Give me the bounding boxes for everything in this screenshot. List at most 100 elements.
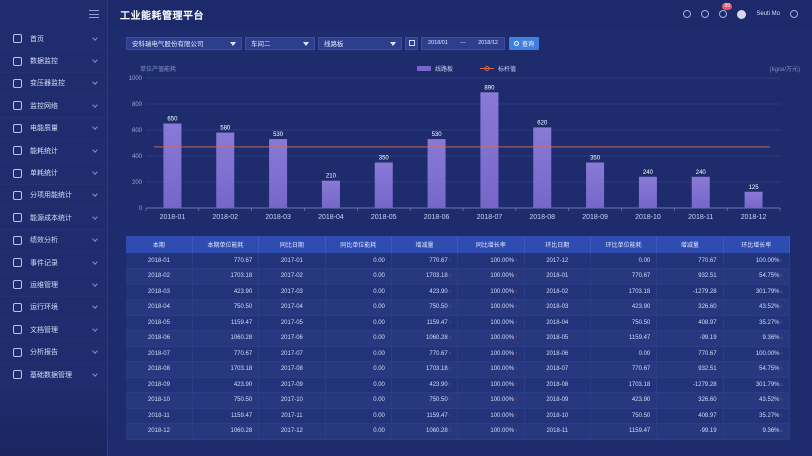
sidebar-item[interactable]: 运维管理 (0, 274, 107, 296)
sidebar-item[interactable]: 基础数据管理 (0, 364, 107, 386)
cell-value: 2018-11 (148, 412, 170, 419)
arrow-up-icon: ↑ (515, 397, 518, 404)
cell-value: 423.90 (429, 288, 448, 295)
sidebar-item[interactable]: 能耗统计 (0, 140, 107, 162)
sidebar-item[interactable]: 单耗统计 (0, 162, 107, 184)
database-icon (13, 370, 22, 380)
data-label: 125 (749, 185, 760, 191)
notifications[interactable]: 99 (719, 3, 732, 18)
header-actions: 99 Seuti Mo (683, 3, 812, 19)
arrow-down-icon: ↓ (780, 288, 784, 295)
x-tick-label: 2018-01 (160, 214, 186, 221)
table-row[interactable]: 2018-01 770.67 2017-01 0.00 770.67↑ 100.00%↑ 2… (126, 253, 791, 269)
cell-value: 932.51 (698, 366, 717, 373)
column-header[interactable]: 本期单位能耗 (192, 236, 260, 253)
column-header[interactable]: 环比单位能耗 (590, 236, 658, 253)
cell-value: 1703.18 (426, 273, 448, 280)
bar (691, 176, 710, 208)
y-tick-label: 200 (132, 180, 143, 186)
table-row[interactable]: 2018-06 1060.28 2017-06 0.00 1060.28↑ 100.00%… (126, 330, 791, 347)
table-row[interactable]: 2018-03 423.90 2017-03 0.00 423.90↑ 100.00%↑ 2… (126, 284, 791, 300)
cell-value: 0.00 (373, 335, 385, 342)
column-header[interactable]: 同比增长率 (457, 236, 525, 253)
arrow-up-icon: ↑ (448, 257, 452, 264)
cell-value: 408.97 (698, 412, 717, 419)
sidebar-item[interactable]: 运行环境 (0, 297, 107, 319)
cell-value: 0.00 (373, 273, 385, 280)
cell-value: 2018-11 (546, 428, 569, 435)
cell-value: 100.00% (490, 288, 515, 295)
column-header[interactable]: 环比日期 (524, 236, 591, 253)
column-header[interactable]: 环比增长率 (723, 236, 791, 253)
sidebar-item[interactable]: 分析报告 (0, 341, 107, 363)
line-select[interactable]: 线路板 (318, 36, 402, 50)
sidebar-item[interactable]: 分项用能统计 (0, 185, 107, 207)
cell-value: 0.00 (373, 319, 385, 326)
table-row[interactable]: 2018-11 1159.47 2017-11 0.00 1159.47↑ 100.00%… (126, 408, 791, 424)
sidebar-item[interactable]: 能源成本统计 (0, 207, 107, 229)
bell-icon[interactable] (719, 10, 728, 18)
table-row[interactable]: 2018-12 1060.28 2017-12 0.00 1060.28↑ 100.00%… (126, 423, 791, 440)
sidebar-item[interactable]: 监控网络 (0, 95, 107, 117)
column-header[interactable]: 同比单位能耗 (325, 236, 392, 253)
column-header[interactable]: 增减量 (656, 236, 724, 253)
query-button[interactable]: 查询 (509, 36, 540, 50)
date-range-input[interactable]: 2018/01 — 2018/12 (421, 36, 505, 50)
table-row[interactable]: 2018-09 423.90 2017-09 0.00 423.90↑ 100.00%↑ 2… (126, 377, 791, 393)
table-row[interactable]: 2018-05 1159.47 2017-05 0.00 1159.47↑ 100.00%… (126, 315, 791, 331)
cell-value: 2018-09 (546, 397, 569, 404)
cell-value: 2017-09 (280, 381, 303, 388)
table-row[interactable]: 2018-04 750.50 2017-04 0.00 750.50↑ 100.00%↑ 2… (126, 299, 791, 316)
globe-icon[interactable] (790, 10, 798, 18)
avatar[interactable] (737, 9, 747, 19)
workshop-select[interactable]: 车间二 (245, 36, 315, 50)
sidebar-item-label: 首页 (30, 35, 44, 43)
sidebar-item-label: 变压器监控 (30, 80, 65, 88)
column-header[interactable]: 同比日期 (258, 236, 326, 253)
column-header[interactable]: 增减量 (391, 236, 459, 253)
date-start: 2018/01 (428, 40, 448, 46)
cell-value: 770.67 (429, 350, 448, 357)
search-icon (514, 40, 519, 46)
user-name[interactable]: Seuti Mo (756, 11, 780, 17)
report-icon (13, 347, 22, 357)
bar (374, 162, 393, 208)
company-select[interactable]: 安科瑞电气股份有限公司 (126, 36, 242, 50)
cell-value: 2018-03 (546, 304, 569, 311)
arrow-up-icon: ↑ (780, 350, 784, 357)
table-row[interactable]: 2018-10 750.50 2017-10 0.00 750.50↑ 100.00%↑ 2… (126, 392, 791, 409)
cell-value: 100.00% (755, 257, 780, 264)
table-row[interactable]: 2018-08 1703.18 2017-08 0.00 1703.18↑ 100.00%… (126, 361, 791, 378)
column-header[interactable]: 本期 (126, 236, 193, 253)
x-tick-label: 2018-10 (635, 214, 661, 221)
sidebar-item[interactable]: 事件记录 (0, 252, 107, 274)
sidebar-item[interactable]: 电能质量 (0, 118, 107, 140)
arrow-up-icon: ↑ (515, 412, 518, 419)
table-row[interactable]: 2018-02 1703.18 2017-02 0.00 1703.18↑ 100.00%… (126, 268, 791, 285)
menu-toggle-icon[interactable] (89, 10, 99, 18)
chevron-down-icon (230, 41, 236, 46)
sidebar-item[interactable]: 首页 (0, 28, 107, 50)
arrow-up-icon: ↑ (448, 273, 452, 280)
cell-value: 326.60 (698, 397, 717, 404)
calendar-icon[interactable] (405, 36, 418, 50)
cell-value: 1703.18 (230, 273, 253, 280)
help-icon[interactable] (701, 10, 710, 18)
cell-value: 35.27% (759, 319, 780, 326)
data-label: 210 (326, 174, 337, 180)
workshop-select-value: 车间二 (251, 41, 271, 48)
table-cell: 2018-09 (524, 392, 591, 409)
data-label: 530 (432, 132, 443, 138)
sidebar-item[interactable]: 文档管理 (0, 319, 107, 341)
search-icon[interactable] (683, 10, 692, 18)
data-label: 580 (220, 126, 231, 132)
sidebar-item[interactable]: 变压器监控 (0, 73, 107, 95)
table-cell: 423.90↑ (391, 377, 459, 393)
table-row[interactable]: 2018-07 770.67 2017-07 0.00 770.67↑ 100.00%↑ 2… (126, 346, 791, 362)
unit-label: (kgce/万元) (770, 66, 800, 73)
sidebar-item[interactable]: 绩效分析 (0, 230, 107, 252)
sidebar-item-label: 能源成本统计 (30, 214, 72, 222)
cell-value: 100.00% (490, 304, 515, 311)
sidebar-item[interactable]: 数据监控 (0, 50, 107, 72)
cell-value: 2018-07 (147, 350, 170, 357)
